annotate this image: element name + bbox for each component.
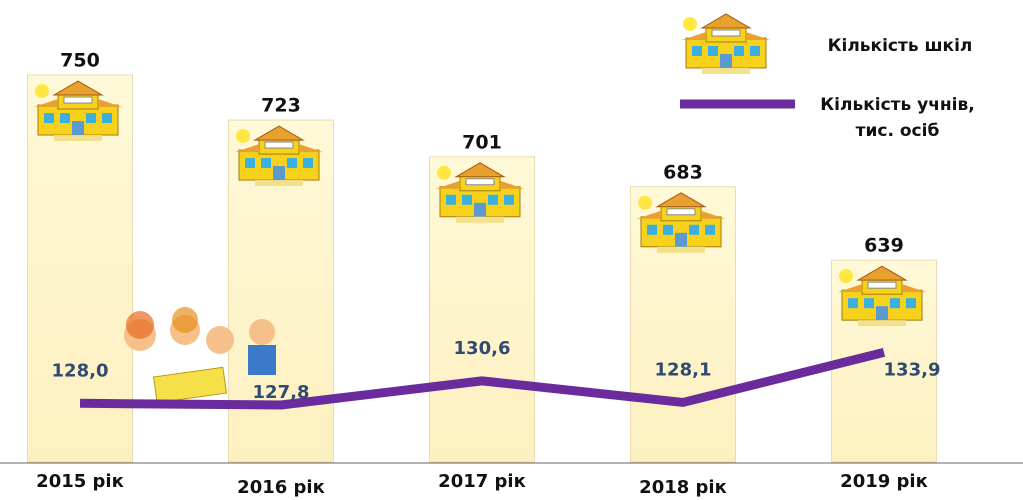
line — [79, 347, 886, 410]
data-label: 683 — [663, 161, 703, 183]
x-tick-label: 2017 рік — [438, 471, 526, 492]
data-label: 128,0 — [52, 360, 109, 381]
data-label: 701 — [462, 131, 502, 153]
data-label: 750 — [60, 50, 100, 72]
legend-label: Кількість учнів, тис. осіб — [820, 95, 975, 141]
x-tick-label: 2016 рік — [237, 477, 325, 498]
legend-icon — [681, 13, 771, 75]
data-label: 128,1 — [655, 359, 712, 380]
data-label: 133,9 — [884, 359, 941, 380]
kids-illustration — [124, 307, 276, 404]
data-label: 127,8 — [253, 382, 310, 403]
x-tick-label: 2018 рік — [639, 477, 727, 498]
x-tick-label: 2015 рік — [36, 471, 124, 492]
data-label: 130,6 — [454, 338, 511, 359]
data-label: 639 — [864, 235, 904, 257]
x-tick-label: 2019 рік — [840, 471, 928, 492]
data-label: 723 — [261, 95, 301, 117]
legend-label: Кількість шкіл — [827, 36, 973, 56]
